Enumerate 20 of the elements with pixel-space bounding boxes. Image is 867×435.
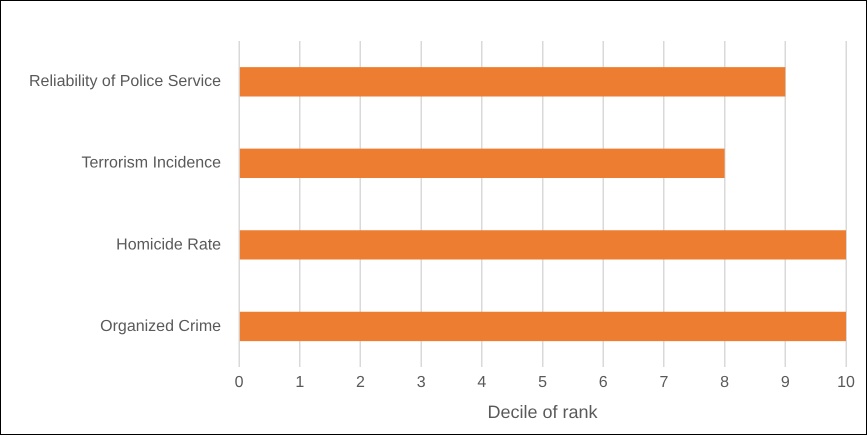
x-tick-label: 10: [837, 374, 855, 392]
y-tick-label: Organized Crime: [100, 318, 222, 335]
x-tick-label: 1: [295, 374, 304, 392]
bar: [240, 230, 846, 260]
bar: [240, 67, 786, 96]
y-tick-label: Terrorism Incidence: [81, 154, 222, 172]
x-tick-label: 5: [538, 374, 548, 392]
bar: [240, 148, 725, 178]
x-axis-title: Decile of rank: [488, 402, 599, 422]
y-tick-label: Reliability of Police Service: [29, 73, 222, 90]
x-tick-label: 2: [356, 374, 366, 392]
x-tick-label: 7: [659, 374, 668, 392]
x-tick-label: 3: [416, 374, 426, 392]
x-tick-label: 6: [598, 374, 608, 392]
x-tick-label: 4: [477, 374, 486, 392]
y-tick-label: Homicide Rate: [116, 236, 222, 254]
x-tick-label: 8: [720, 374, 730, 392]
bar: [240, 312, 846, 342]
x-tick-label: 9: [780, 374, 790, 392]
x-tick-label: 0: [234, 374, 244, 392]
